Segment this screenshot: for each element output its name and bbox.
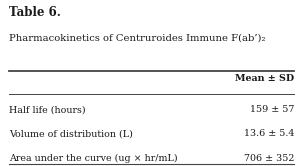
Text: Mean ± SD: Mean ± SD	[235, 74, 294, 83]
Text: Volume of distribution (L): Volume of distribution (L)	[9, 129, 133, 138]
Text: 13.6 ± 5.4: 13.6 ± 5.4	[244, 129, 294, 138]
Text: 706 ± 352: 706 ± 352	[244, 154, 294, 163]
Text: Area under the curve (ug × hr/mL): Area under the curve (ug × hr/mL)	[9, 154, 178, 163]
Text: Table 6.: Table 6.	[9, 6, 61, 19]
Text: 159 ± 57: 159 ± 57	[250, 105, 294, 114]
Text: Half life (hours): Half life (hours)	[9, 105, 86, 114]
Text: Pharmacokinetics of Centruroides Immune F(ab’)₂: Pharmacokinetics of Centruroides Immune …	[9, 33, 266, 42]
